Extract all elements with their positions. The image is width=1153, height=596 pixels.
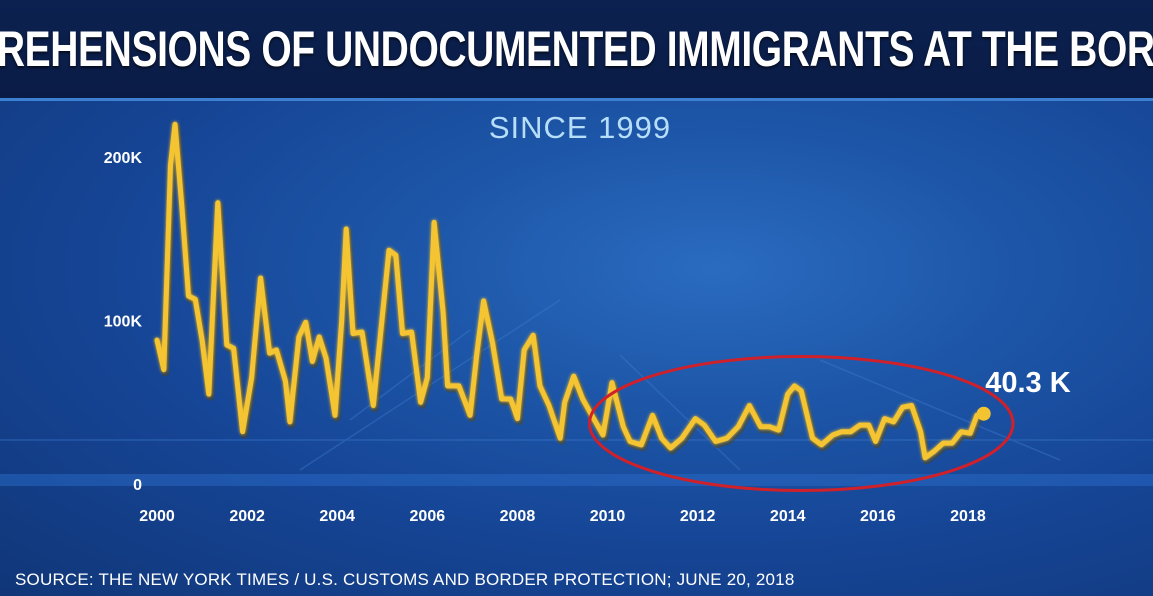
source-note: SOURCE: THE NEW YORK TIMES / U.S. CUSTOM… xyxy=(15,570,795,589)
x-tick-label: 2014 xyxy=(770,508,806,525)
chart-title: APPREHENSIONS OF UNDOCUMENTED IMMIGRANTS… xyxy=(0,21,1153,77)
decor-line xyxy=(819,359,1061,461)
highlight-ellipse xyxy=(588,354,1015,493)
x-axis: 2000 2002 2004 2006 2008 2010 2012 2014 2016 2018 xyxy=(139,508,986,525)
decor-line xyxy=(299,299,561,471)
x-tick-label: 2018 xyxy=(950,508,986,525)
y-axis: 0 100K 200K xyxy=(104,150,143,494)
x-tick-label: 2010 xyxy=(590,508,626,525)
baseline-band xyxy=(0,474,1153,486)
y-tick-label: 200K xyxy=(104,150,143,167)
x-tick-label: 2006 xyxy=(410,508,446,525)
x-tick-label: 2004 xyxy=(319,508,355,525)
x-tick-label: 2012 xyxy=(680,508,716,525)
y-tick-label: 0 xyxy=(133,477,142,494)
decor-line xyxy=(349,329,471,421)
decor-line xyxy=(619,354,741,471)
series-line-shadow xyxy=(154,122,990,465)
chart-subtitle: SINCE 1999 xyxy=(488,110,672,145)
endpoint-marker xyxy=(976,406,991,421)
x-tick-label: 2008 xyxy=(500,508,536,525)
series-line xyxy=(154,121,987,461)
decor-lines xyxy=(0,299,1153,471)
title-bar: APPREHENSIONS OF UNDOCUMENTED IMMIGRANTS… xyxy=(0,0,1153,101)
annotation-label: 40.3 K xyxy=(985,367,1070,399)
x-tick-label: 2002 xyxy=(229,508,265,525)
series-layer xyxy=(154,121,991,465)
x-tick-label: 2016 xyxy=(860,508,896,525)
x-tick-label: 2000 xyxy=(139,508,175,525)
y-tick-label: 100K xyxy=(104,314,143,331)
